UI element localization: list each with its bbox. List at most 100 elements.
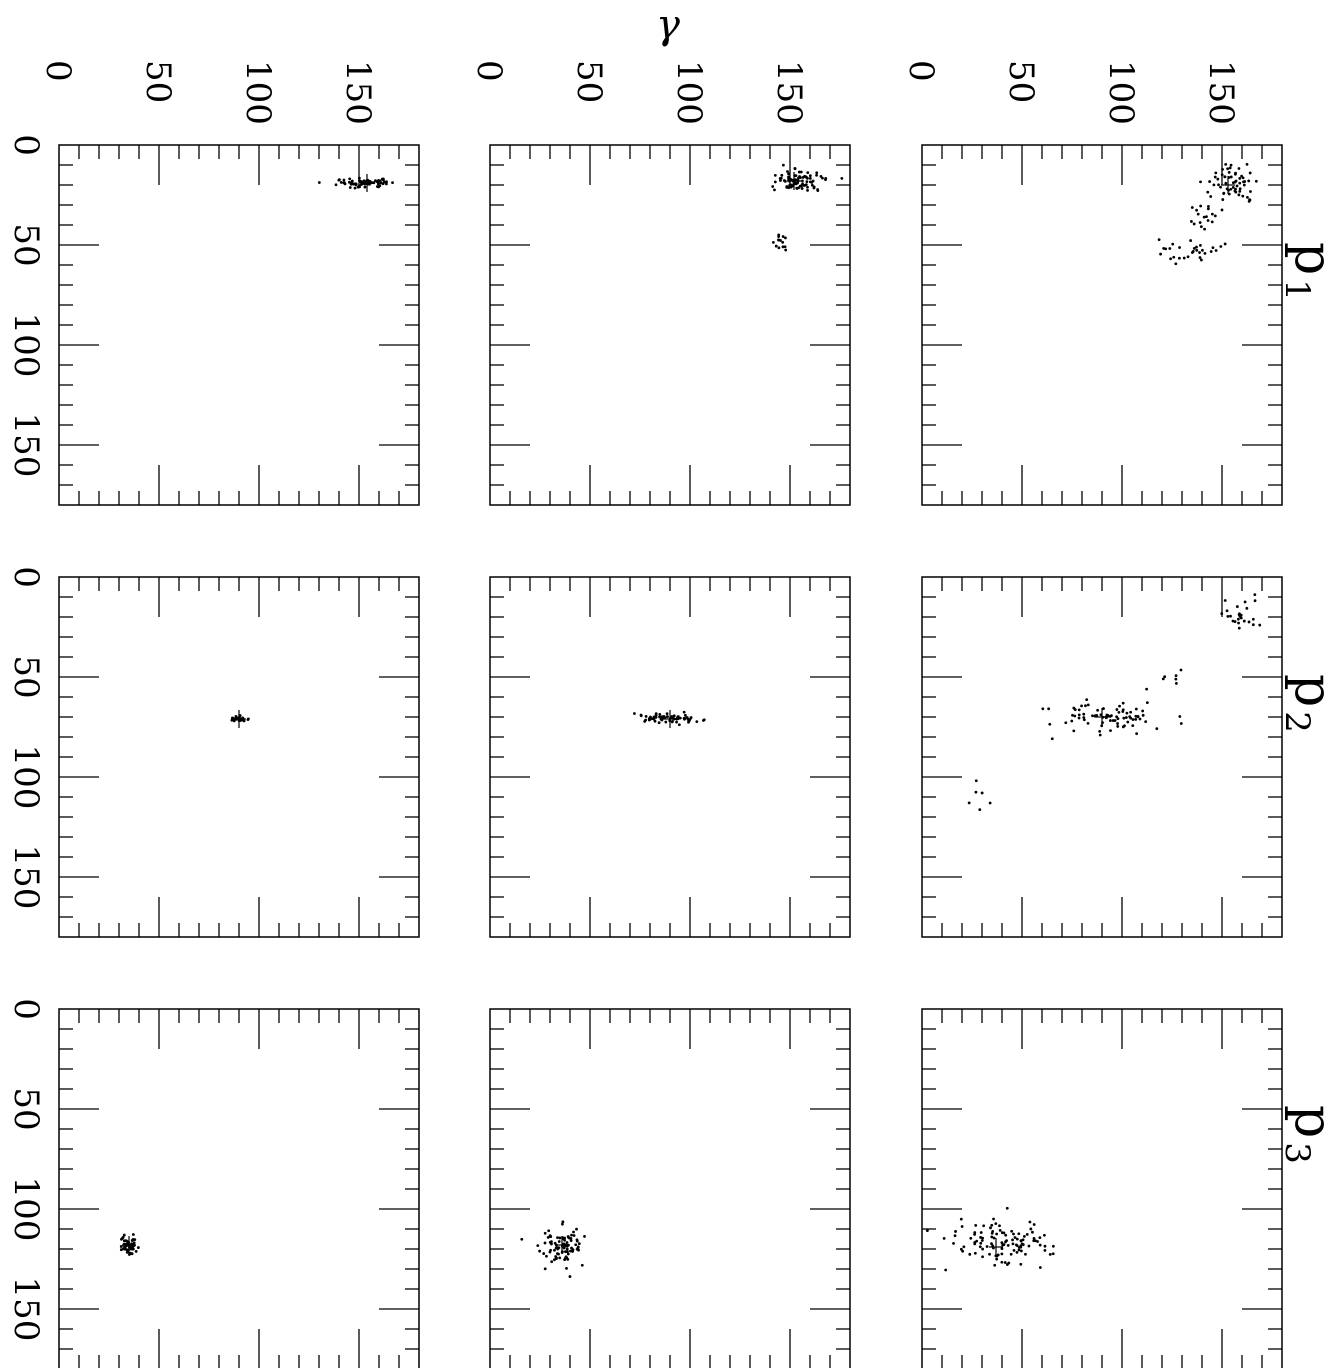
data-point — [1251, 623, 1255, 627]
data-point — [953, 1234, 957, 1238]
data-point — [1015, 1244, 1019, 1248]
data-point — [805, 180, 809, 184]
data-point — [1237, 193, 1241, 197]
data-point — [1019, 1245, 1023, 1249]
data-point — [1000, 1252, 1004, 1256]
data-point — [1159, 252, 1162, 256]
data-point — [1025, 1233, 1029, 1236]
data-point — [1217, 183, 1220, 187]
data-point — [1038, 1243, 1042, 1247]
data-point — [1238, 177, 1242, 180]
data-point — [1206, 219, 1210, 222]
data-point — [1195, 248, 1199, 252]
data-point — [944, 1268, 948, 1272]
data-point — [1138, 717, 1142, 721]
data-point — [538, 1249, 542, 1253]
data-point — [1070, 719, 1074, 723]
data-point — [122, 1233, 126, 1237]
data-point — [653, 719, 657, 723]
data-point — [1077, 708, 1081, 712]
data-point — [1051, 1244, 1055, 1248]
data-point — [1011, 1242, 1015, 1246]
data-point — [1178, 715, 1182, 718]
data-point — [1224, 163, 1228, 166]
data-point — [1247, 179, 1251, 183]
data-point — [566, 1250, 569, 1254]
data-point — [1113, 719, 1117, 722]
data-point — [546, 1235, 550, 1239]
data-point — [1223, 175, 1227, 179]
data-point — [1195, 245, 1198, 249]
data-point — [1254, 179, 1258, 183]
data-point — [973, 1231, 977, 1234]
data-point — [317, 181, 321, 184]
data-point — [545, 1254, 548, 1258]
data-point — [1206, 207, 1210, 211]
data-point — [1011, 1238, 1014, 1242]
data-point — [131, 1247, 135, 1251]
data-point — [1178, 256, 1181, 260]
data-point — [1199, 244, 1202, 247]
data-point — [1000, 1241, 1004, 1245]
data-point — [994, 1222, 998, 1226]
data-point — [376, 182, 380, 186]
data-point — [806, 189, 809, 192]
data-point — [654, 713, 658, 717]
gamma-tick-label: 50 — [138, 60, 178, 103]
data-point — [682, 716, 686, 720]
data-point — [353, 186, 357, 190]
data-point — [1210, 220, 1214, 224]
gamma-tick-label: 150 — [769, 60, 809, 125]
data-point — [1202, 215, 1206, 219]
data-point — [670, 715, 674, 719]
data-point — [129, 1251, 132, 1255]
data-point — [569, 1239, 573, 1243]
data-point — [1242, 619, 1246, 623]
data-point — [1072, 706, 1076, 710]
data-point — [131, 1233, 135, 1236]
data-point — [1223, 242, 1227, 246]
data-point — [952, 1241, 955, 1245]
data-point — [1009, 1252, 1013, 1256]
data-point — [783, 180, 787, 183]
data-point — [343, 182, 347, 186]
panel-frame — [921, 576, 1283, 938]
data-point — [130, 1239, 134, 1242]
x-tick-label: 150 — [6, 845, 46, 910]
data-point — [1237, 621, 1240, 625]
x-tick-label: 50 — [6, 1087, 46, 1130]
data-point — [1031, 1230, 1034, 1234]
data-point — [812, 186, 816, 190]
data-point — [1131, 724, 1135, 728]
data-point — [1226, 167, 1229, 171]
data-point — [384, 182, 388, 186]
panel-frame — [58, 144, 420, 506]
data-point — [967, 801, 971, 805]
data-point — [378, 179, 382, 183]
data-point — [550, 1240, 553, 1244]
data-point — [565, 1247, 569, 1251]
data-point — [1221, 167, 1224, 171]
panel-frame — [921, 144, 1283, 506]
data-point — [1222, 191, 1226, 195]
data-point — [1199, 204, 1203, 208]
data-point — [575, 1227, 578, 1231]
panel-frame — [489, 576, 851, 938]
data-point — [1236, 617, 1240, 621]
data-point — [1179, 722, 1183, 725]
data-point — [1071, 713, 1074, 717]
data-point — [1211, 246, 1215, 250]
data-point — [784, 236, 787, 240]
data-point — [1134, 707, 1138, 711]
panel-frame — [489, 1008, 851, 1368]
data-point — [787, 172, 790, 176]
data-point — [536, 1244, 540, 1248]
data-point — [819, 174, 823, 178]
data-point — [666, 715, 669, 719]
data-point — [998, 1228, 1002, 1232]
data-point — [657, 721, 661, 725]
data-point — [1226, 614, 1230, 618]
data-point — [1192, 222, 1196, 226]
data-point — [1208, 180, 1212, 183]
panel-frame — [58, 1008, 420, 1368]
